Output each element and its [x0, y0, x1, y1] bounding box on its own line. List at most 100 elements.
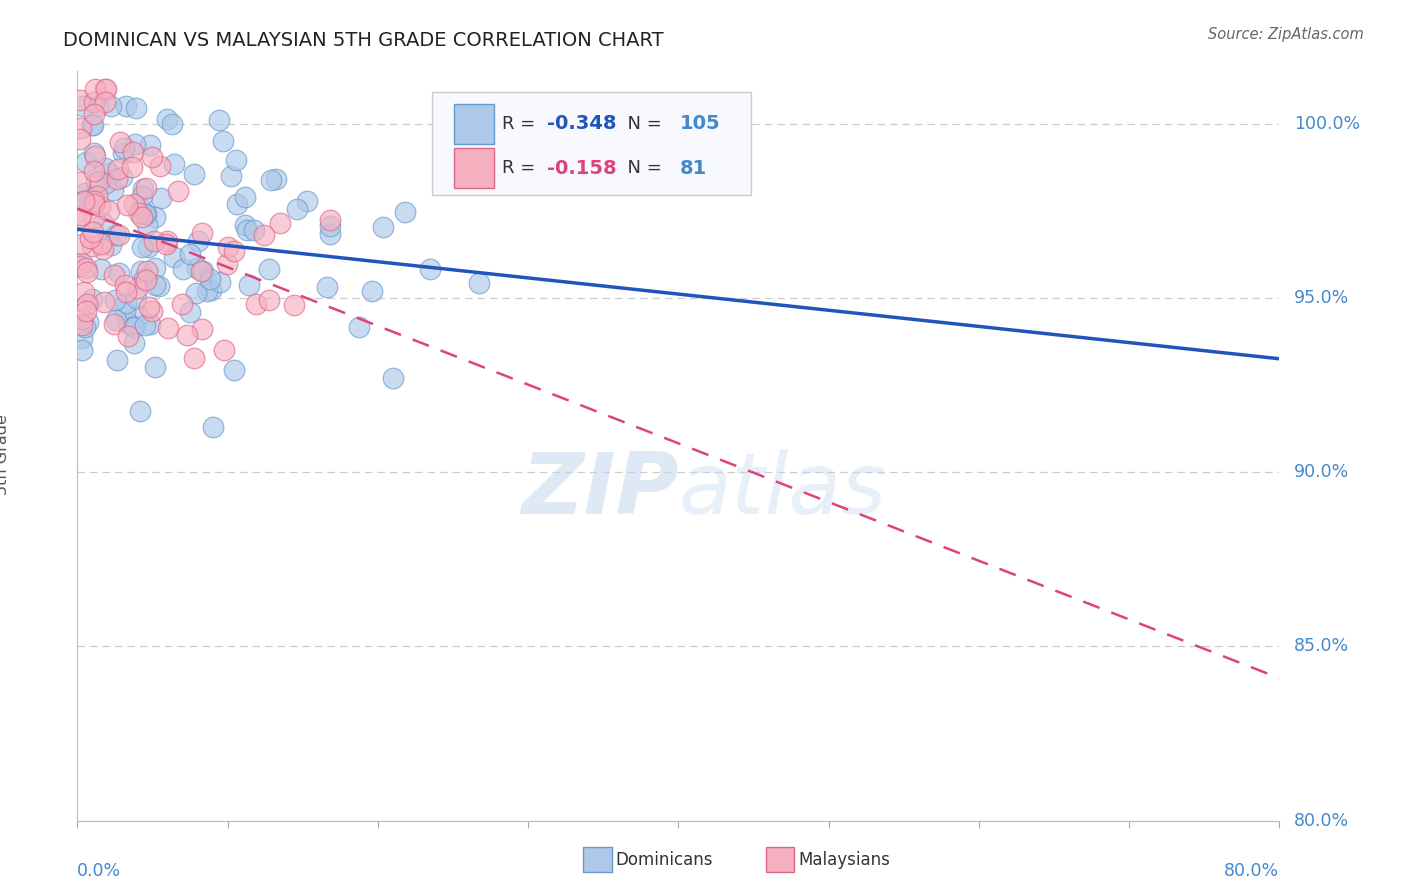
Point	[183, 167, 205, 181]
Text: 80.0%: 80.0%	[1294, 812, 1348, 830]
Point	[70, 255, 93, 269]
Point	[129, 202, 152, 216]
Point	[285, 202, 308, 216]
Point	[83, 107, 105, 121]
FancyBboxPatch shape	[454, 103, 495, 144]
Point	[221, 169, 243, 183]
Point	[381, 371, 404, 385]
Point	[125, 291, 148, 305]
Point	[190, 264, 212, 278]
Point	[371, 220, 394, 235]
Point	[114, 303, 136, 318]
Point	[187, 234, 209, 248]
Point	[315, 280, 337, 294]
Point	[82, 118, 104, 132]
Point	[143, 278, 166, 293]
Point	[132, 182, 155, 196]
Point	[179, 304, 201, 318]
Point	[208, 112, 231, 127]
Point	[131, 240, 153, 254]
Point	[135, 207, 157, 221]
Point	[122, 335, 145, 350]
Point	[225, 153, 247, 167]
Point	[257, 262, 280, 277]
Point	[75, 303, 97, 318]
Point	[138, 300, 160, 314]
Point	[136, 264, 159, 278]
Point	[131, 189, 153, 203]
Point	[76, 264, 98, 278]
Point	[83, 163, 105, 178]
Point	[208, 275, 231, 289]
Point	[108, 227, 131, 242]
Point	[122, 196, 145, 211]
Point	[112, 145, 135, 160]
Point	[72, 285, 94, 299]
Point	[195, 284, 218, 298]
Point	[114, 278, 136, 293]
Text: Dominicans: Dominicans	[616, 851, 713, 869]
Point	[319, 227, 342, 241]
Text: atlas: atlas	[679, 450, 886, 533]
Point	[86, 189, 108, 203]
Point	[108, 135, 131, 149]
Point	[295, 194, 318, 208]
Point	[128, 206, 150, 220]
Point	[121, 160, 143, 174]
Point	[87, 99, 110, 113]
Point	[183, 351, 205, 366]
Text: 80.0%: 80.0%	[1225, 863, 1279, 880]
Point	[149, 191, 172, 205]
Point	[115, 295, 138, 310]
Point	[200, 272, 222, 286]
Point	[69, 132, 91, 146]
Point	[156, 321, 179, 335]
Point	[117, 329, 139, 343]
Point	[83, 211, 105, 226]
Point	[82, 225, 104, 239]
Point	[347, 320, 370, 334]
Point	[107, 266, 129, 280]
Point	[103, 268, 125, 283]
Point	[69, 94, 91, 108]
Point	[94, 82, 117, 96]
Text: 95.0%: 95.0%	[1294, 289, 1350, 307]
Point	[176, 328, 198, 343]
Point	[83, 197, 105, 211]
Point	[222, 244, 245, 258]
Point	[105, 227, 128, 242]
Point	[90, 261, 112, 276]
Point	[172, 262, 194, 277]
Point	[115, 99, 138, 113]
Point	[82, 239, 104, 253]
Point	[179, 247, 201, 261]
Point	[134, 318, 156, 332]
Point	[200, 283, 222, 297]
Point	[122, 145, 145, 160]
Point	[105, 313, 128, 327]
Point	[70, 312, 93, 326]
Point	[264, 172, 287, 186]
Point	[73, 194, 96, 209]
Point	[125, 101, 148, 115]
Point	[236, 222, 259, 236]
Point	[70, 237, 93, 252]
Point	[73, 194, 96, 208]
Point	[76, 297, 98, 311]
Text: N =: N =	[616, 115, 668, 133]
Point	[90, 237, 112, 252]
Text: 105: 105	[679, 114, 720, 133]
Point	[98, 166, 121, 180]
Point	[107, 162, 129, 177]
Point	[75, 186, 97, 201]
Point	[233, 218, 256, 232]
Point	[269, 216, 291, 230]
Point	[125, 281, 148, 295]
Point	[83, 95, 105, 110]
Text: ZIP: ZIP	[520, 450, 679, 533]
FancyBboxPatch shape	[432, 92, 751, 195]
Point	[115, 285, 138, 300]
Point	[104, 293, 127, 308]
Point	[191, 264, 214, 278]
Point	[97, 204, 120, 219]
